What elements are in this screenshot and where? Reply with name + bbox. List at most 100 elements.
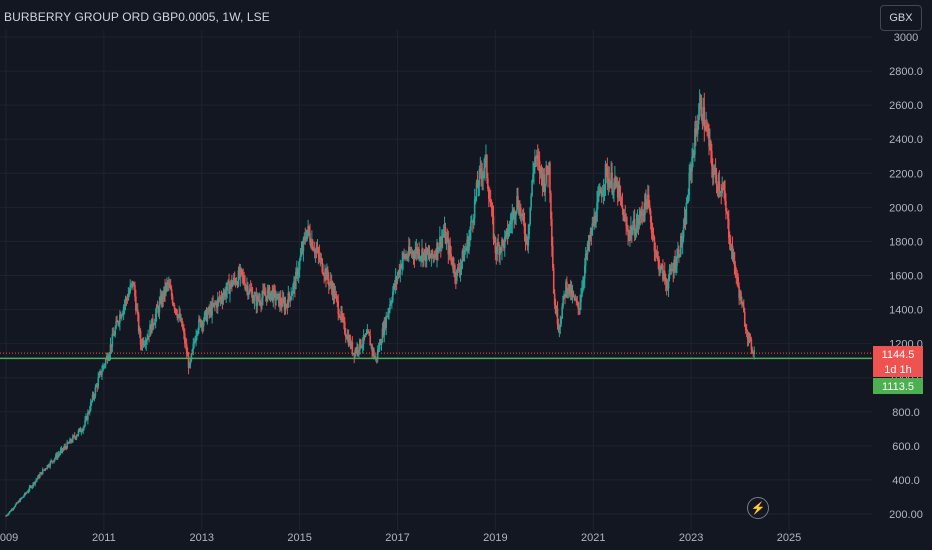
candle-body xyxy=(512,209,515,215)
candle-body xyxy=(49,461,52,467)
candle-body xyxy=(246,285,248,287)
candle-body xyxy=(138,330,141,332)
candle-body xyxy=(560,318,563,324)
candle-body xyxy=(598,194,600,196)
candle-body xyxy=(353,352,356,357)
y-tick-label: 1400.0 xyxy=(889,305,923,317)
candle-body xyxy=(431,250,434,257)
candle-body xyxy=(441,235,444,238)
candle-body xyxy=(729,244,732,250)
lightning-bolt-icon[interactable]: ⚡ xyxy=(747,497,769,519)
candle-body xyxy=(284,304,287,311)
candle-body xyxy=(631,227,633,235)
candle-body xyxy=(691,156,693,172)
candle-body xyxy=(587,243,590,246)
candle-body xyxy=(23,495,25,497)
candle-body xyxy=(321,259,324,273)
y-tick-label: 600.0 xyxy=(892,441,920,453)
candle-body xyxy=(72,435,75,437)
candle-body xyxy=(446,238,449,240)
candle-body xyxy=(529,207,531,224)
candle-body xyxy=(227,281,229,283)
candle-body xyxy=(499,247,501,256)
candle-body xyxy=(342,317,344,319)
candle-body xyxy=(102,366,104,372)
candle-body xyxy=(258,300,260,302)
candle-body xyxy=(556,308,559,325)
candle-body xyxy=(712,173,715,178)
candle-body xyxy=(457,267,460,271)
candle-body xyxy=(88,412,90,414)
candle-body xyxy=(488,198,491,202)
candle-body xyxy=(274,290,276,301)
candle-body xyxy=(750,339,753,350)
candle-body xyxy=(528,223,531,235)
candle-body xyxy=(589,231,592,239)
candle-body xyxy=(599,189,602,193)
candle-body xyxy=(602,190,605,192)
candle-body xyxy=(463,252,466,262)
candle-body xyxy=(202,320,205,327)
candle-body xyxy=(398,270,401,275)
candle-body xyxy=(322,272,324,275)
candle-body xyxy=(81,430,84,432)
candle-body xyxy=(535,157,537,159)
candle-body xyxy=(483,168,485,173)
candle-body xyxy=(365,333,368,335)
candle-body xyxy=(619,194,622,197)
candle-body xyxy=(356,346,358,352)
x-axis: 2009 2011 2013 2015 2017 2019 2021 2023 2025 xyxy=(0,532,801,544)
y-tick-label: 2400.0 xyxy=(889,134,923,146)
candle-body xyxy=(567,284,570,292)
candle-body xyxy=(276,293,278,299)
candle-body xyxy=(580,296,582,303)
candle-body xyxy=(471,221,473,223)
candle-body xyxy=(717,181,720,190)
candle-body xyxy=(33,482,36,485)
candle-body xyxy=(21,497,23,499)
candle-body xyxy=(387,312,389,317)
candle-body xyxy=(208,307,211,313)
candle-body xyxy=(583,278,585,284)
candle-body xyxy=(27,490,30,492)
candle-body xyxy=(701,116,704,124)
candle-body xyxy=(372,349,374,352)
candle-body xyxy=(153,322,156,325)
candle-body xyxy=(215,302,217,305)
candle-body xyxy=(300,249,303,256)
candle-body xyxy=(485,155,487,157)
candle-body xyxy=(8,511,11,513)
candle-body xyxy=(697,117,700,125)
candle-body xyxy=(437,242,439,253)
candle-body xyxy=(73,435,76,438)
candle-body xyxy=(63,446,66,449)
candle-body xyxy=(549,162,551,194)
candle-body xyxy=(245,286,247,289)
candle-body xyxy=(409,252,412,254)
candle-body xyxy=(120,314,122,319)
candle-body xyxy=(493,236,496,240)
candle-body xyxy=(648,205,651,211)
candle-body xyxy=(497,242,499,246)
candle-body xyxy=(386,315,388,317)
candle-body xyxy=(155,306,158,315)
candle-body xyxy=(381,328,384,343)
candle-body xyxy=(206,313,209,322)
y-axis: 200.00400.0600.0800.01000.01200.01400.01… xyxy=(889,32,923,521)
candle-body xyxy=(223,291,226,296)
candle-body xyxy=(539,166,542,174)
candle-body xyxy=(68,442,70,444)
candle-body xyxy=(640,210,643,213)
candle-body xyxy=(577,302,579,309)
currency-button[interactable]: GBX xyxy=(880,5,922,31)
candle-body xyxy=(39,474,41,478)
candle-body xyxy=(352,352,355,354)
candle-body xyxy=(574,298,577,300)
candle-body xyxy=(58,453,61,455)
candle-body xyxy=(261,297,263,305)
candle-body xyxy=(80,431,83,433)
candle-body xyxy=(359,339,361,351)
candle-body xyxy=(541,173,544,187)
candle-body xyxy=(185,344,188,354)
